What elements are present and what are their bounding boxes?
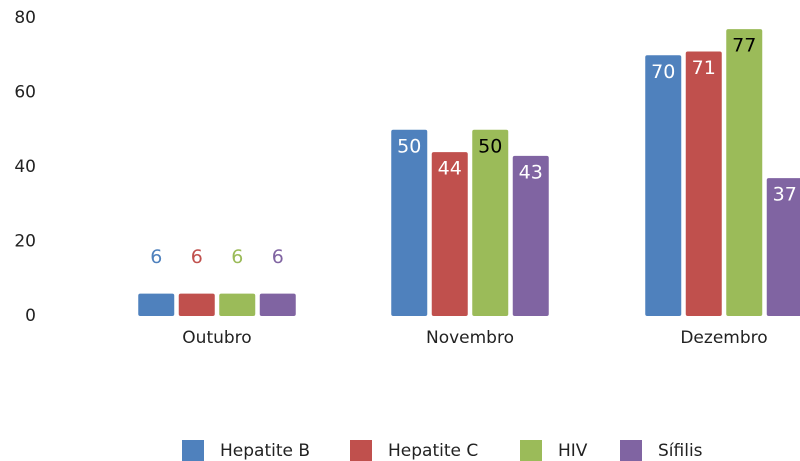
bar bbox=[766, 178, 800, 316]
bar bbox=[219, 293, 256, 316]
data-label: 50 bbox=[478, 135, 502, 157]
legend-label: Hepatite C bbox=[388, 441, 478, 461]
data-label: 6 bbox=[191, 246, 203, 268]
bar bbox=[259, 293, 296, 316]
data-label: 6 bbox=[231, 246, 243, 268]
x-tick-label: Novembro bbox=[426, 328, 514, 348]
data-label: 44 bbox=[438, 158, 462, 180]
legend-label: HIV bbox=[558, 441, 588, 461]
y-tick-label: 0 bbox=[25, 306, 36, 326]
data-label: 71 bbox=[692, 57, 716, 79]
legend-label: Hepatite B bbox=[220, 441, 310, 461]
data-label: 6 bbox=[150, 246, 162, 268]
y-tick-label: 80 bbox=[14, 8, 36, 28]
bar bbox=[178, 293, 215, 316]
data-label: 50 bbox=[397, 135, 421, 157]
legend-swatch bbox=[350, 440, 372, 461]
bar bbox=[431, 152, 468, 316]
legend-swatch bbox=[182, 440, 204, 461]
y-tick-label: 40 bbox=[14, 157, 36, 177]
data-label: 77 bbox=[732, 35, 756, 57]
legend-label: Sífilis bbox=[658, 441, 703, 461]
bar bbox=[391, 129, 428, 316]
bar bbox=[726, 29, 763, 317]
x-tick-label: Dezembro bbox=[680, 328, 767, 348]
data-label: 6 bbox=[272, 246, 284, 268]
legend-swatch bbox=[620, 440, 642, 461]
y-tick-label: 60 bbox=[14, 83, 36, 103]
bar bbox=[138, 293, 175, 316]
data-label: 43 bbox=[519, 161, 543, 183]
data-label: 70 bbox=[651, 61, 675, 83]
bar bbox=[685, 51, 722, 317]
bar bbox=[645, 55, 682, 316]
x-tick-label: Outubro bbox=[182, 328, 251, 348]
legend-swatch bbox=[520, 440, 542, 461]
bar bbox=[472, 129, 509, 316]
data-label: 37 bbox=[773, 184, 797, 206]
y-tick-label: 20 bbox=[14, 232, 36, 252]
bar bbox=[512, 155, 549, 316]
